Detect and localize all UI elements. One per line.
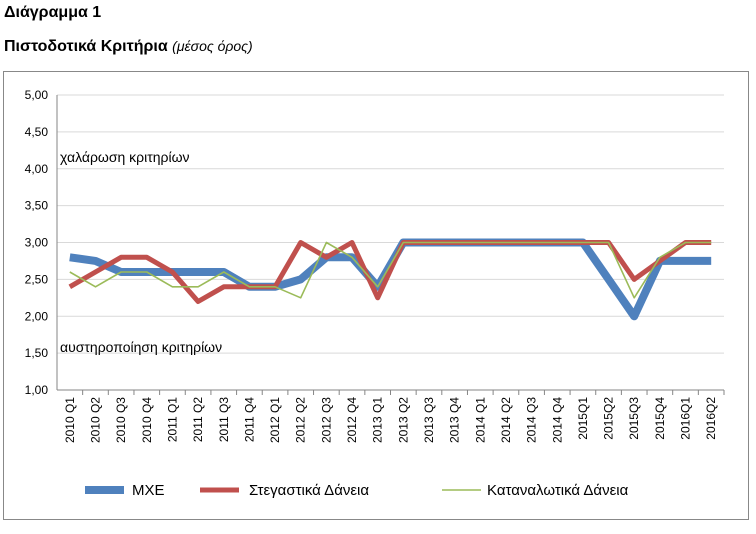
x-tick-label: 2010 Q4 xyxy=(140,397,154,443)
y-axis-ticks: 1,00 1,50 2,00 2,50 3,00 3,50 4,00 4,50 5,00 xyxy=(25,88,49,397)
x-tick-label: 2013 Q4 xyxy=(448,397,462,443)
legend-label-2: Στεγαστικά Δάνεια xyxy=(249,482,369,499)
series-line-3 xyxy=(69,241,712,299)
chart-title: Πιστοδοτικά Κριτήρια xyxy=(4,38,168,55)
x-tick-label: 2015Q1 xyxy=(576,397,590,440)
x-axis-ticks: 2010 Q1 2010 Q2 2010 Q3 2010 Q4 2011 Q1 2011 … xyxy=(63,397,718,443)
chart-title-row: Πιστοδοτικά Κριτήρια (μέσος όρος) xyxy=(4,38,253,56)
x-tick-label: 2014 Q4 xyxy=(550,397,564,443)
chart-frame xyxy=(3,71,749,520)
y-tick-label: 3,50 xyxy=(25,199,49,213)
y-tick-label: 1,00 xyxy=(25,383,49,397)
y-tick-label: 1,50 xyxy=(25,346,49,360)
x-tick-label: 2012 Q1 xyxy=(268,397,282,443)
legend-label-1: ΜΧΕ xyxy=(132,482,165,499)
legend-label-3: Καταναλωτικά Δάνεια xyxy=(487,482,629,499)
x-tick-label: 2013 Q3 xyxy=(422,397,436,443)
x-tick-label: 2011 Q3 xyxy=(217,397,231,442)
series-lines xyxy=(68,238,712,321)
y-tick-label: 4,00 xyxy=(25,162,49,176)
y-tick-label: 3,00 xyxy=(25,236,49,250)
x-tick-label: 2015Q4 xyxy=(653,397,667,440)
x-tick-label: 2012 Q2 xyxy=(294,397,308,443)
x-tick-label: 2016Q1 xyxy=(679,397,693,440)
annotation-tightening: αυστηροποίηση κριτηρίων xyxy=(60,339,222,355)
y-tick-label: 4,50 xyxy=(25,125,49,139)
x-tick-label: 2015Q3 xyxy=(627,397,641,440)
x-tick-label: 2011 Q4 xyxy=(242,397,256,442)
x-tick-label: 2014 Q3 xyxy=(525,397,539,443)
x-tick-label: 2015Q2 xyxy=(602,397,616,440)
x-tick-label: 2010 Q1 xyxy=(63,397,77,443)
y-tick-label: 2,00 xyxy=(25,309,49,323)
x-tick-label: 2010 Q3 xyxy=(114,397,128,443)
x-tick-label: 2011 Q1 xyxy=(165,397,179,442)
chart-title-note: (μέσος όρος) xyxy=(172,38,253,54)
x-tick-label: 2011 Q2 xyxy=(191,397,205,442)
x-tick-label: 2013 Q2 xyxy=(396,397,410,443)
x-tick-label: 2010 Q2 xyxy=(88,397,102,443)
x-tick-label: 2016Q2 xyxy=(704,397,718,440)
y-tick-label: 2,50 xyxy=(25,272,49,286)
annotation-loosening: χαλάρωση κριτηρίων xyxy=(60,149,190,165)
x-tick-label: 2014 Q1 xyxy=(473,397,487,443)
y-tick-label: 5,00 xyxy=(25,88,49,102)
x-tick-label: 2014 Q2 xyxy=(499,397,513,443)
x-tick-label: 2013 Q1 xyxy=(371,397,385,443)
chart-number: Διάγραμμα 1 xyxy=(4,4,102,21)
x-tick-label: 2012 Q4 xyxy=(345,397,359,443)
x-tick-label: 2012 Q3 xyxy=(319,397,333,443)
legend: ΜΧΕ Στεγαστικά Δάνεια Καταναλωτικά Δάνεια xyxy=(85,482,629,499)
